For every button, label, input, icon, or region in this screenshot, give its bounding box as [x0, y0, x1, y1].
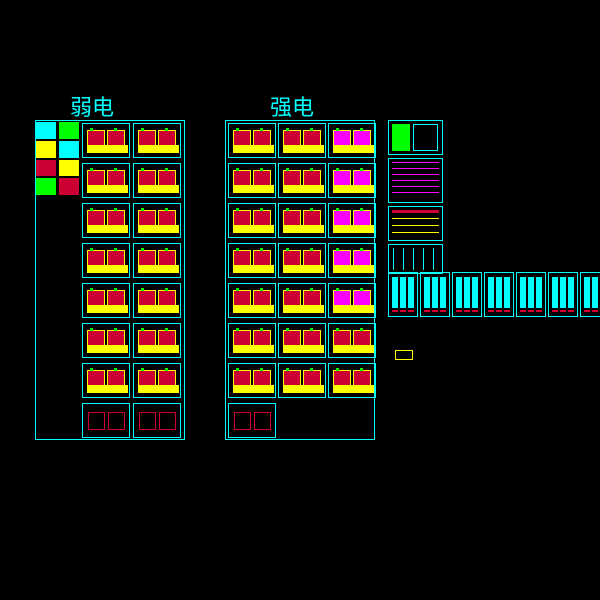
drawing-sheet: [278, 363, 326, 398]
drawing-sheet: [328, 323, 376, 358]
panel-schedule: [580, 272, 600, 317]
drawing-sheet: [328, 203, 376, 238]
drawing-sheet: [82, 243, 130, 278]
drawing-sheet: [328, 123, 376, 158]
drawing-sheet: [228, 123, 276, 158]
panel-schedule: [548, 272, 578, 317]
weak-title: 弱电: [70, 90, 114, 122]
panel-schedule: [516, 272, 546, 317]
drawing-sheet: [278, 203, 326, 238]
drawing-sheet: [82, 283, 130, 318]
panel-schedule: [452, 272, 482, 317]
drawing-sheet: [328, 163, 376, 198]
panel-schedule: [420, 272, 450, 317]
drawing-sheet: [228, 323, 276, 358]
info-block-riser: [388, 244, 443, 274]
info-block-schedule: [388, 206, 443, 241]
drawing-sheet: [133, 203, 181, 238]
drawing-sheet: [133, 123, 181, 158]
drawing-sheet: [228, 203, 276, 238]
drawing-sheet: [133, 323, 181, 358]
info-block-notes: [388, 158, 443, 203]
info-block-title_block: [388, 120, 443, 155]
drawing-sheet: [133, 283, 181, 318]
drawing-sheet: [328, 243, 376, 278]
drawing-sheet: [82, 323, 130, 358]
drawing-sheet: [328, 363, 376, 398]
panel-schedule: [388, 272, 418, 317]
drawing-sheet: [82, 363, 130, 398]
drawing-sheet: [133, 243, 181, 278]
drawing-sheet: [133, 163, 181, 198]
drawing-sheet: [82, 403, 130, 438]
drawing-sheet: [278, 123, 326, 158]
drawing-sheet: [82, 203, 130, 238]
drawing-sheet: [228, 163, 276, 198]
drawing-sheet: [278, 323, 326, 358]
drawing-sheet: [228, 283, 276, 318]
strong-title: 强电: [270, 90, 314, 122]
drawing-sheet: [133, 403, 181, 438]
weak-legend: [36, 122, 81, 197]
cad-sheet-overview: 弱电 强电: [0, 0, 600, 600]
drawing-sheet: [328, 283, 376, 318]
drawing-sheet: [82, 123, 130, 158]
drawing-sheet: [278, 243, 326, 278]
drawing-sheet: [228, 403, 276, 438]
panel-schedule: [484, 272, 514, 317]
drawing-sheet: [133, 363, 181, 398]
drawing-sheet: [228, 243, 276, 278]
drawing-sheet: [278, 163, 326, 198]
drawing-sheet: [82, 163, 130, 198]
small-label: [395, 350, 413, 360]
drawing-sheet: [278, 283, 326, 318]
drawing-sheet: [228, 363, 276, 398]
